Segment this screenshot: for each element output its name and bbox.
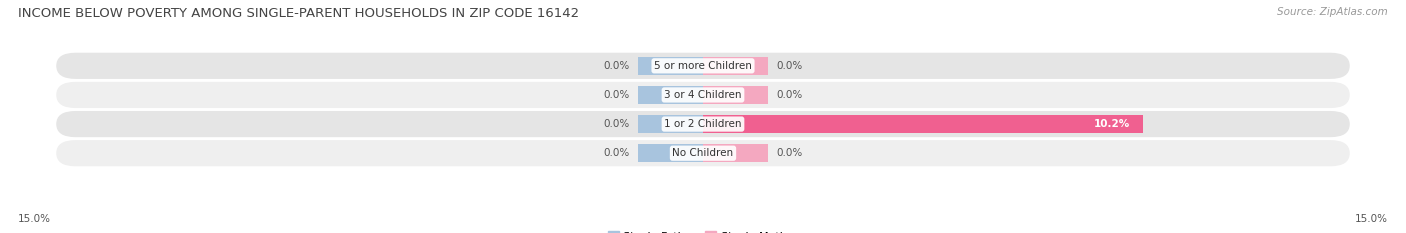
Text: 0.0%: 0.0% [603,61,630,71]
Bar [638,86,703,104]
Text: 1 or 2 Children: 1 or 2 Children [664,119,742,129]
FancyBboxPatch shape [56,140,1350,166]
Text: 15.0%: 15.0% [1355,214,1388,224]
Text: 0.0%: 0.0% [603,148,630,158]
Legend: Single Father, Single Mother: Single Father, Single Mother [603,227,803,233]
Bar [638,57,703,75]
FancyBboxPatch shape [56,111,1350,137]
Bar [703,57,768,75]
Text: 0.0%: 0.0% [776,148,803,158]
Text: 5 or more Children: 5 or more Children [654,61,752,71]
Bar [703,144,768,162]
Text: 15.0%: 15.0% [18,214,51,224]
Bar [638,115,703,133]
Text: 3 or 4 Children: 3 or 4 Children [664,90,742,100]
Text: 10.2%: 10.2% [1094,119,1130,129]
Text: 0.0%: 0.0% [776,61,803,71]
Text: No Children: No Children [672,148,734,158]
Text: INCOME BELOW POVERTY AMONG SINGLE-PARENT HOUSEHOLDS IN ZIP CODE 16142: INCOME BELOW POVERTY AMONG SINGLE-PARENT… [18,7,579,20]
Bar [703,115,1143,133]
Bar [703,86,768,104]
FancyBboxPatch shape [56,82,1350,108]
FancyBboxPatch shape [56,53,1350,79]
Text: 0.0%: 0.0% [603,90,630,100]
Text: 0.0%: 0.0% [603,119,630,129]
Text: Source: ZipAtlas.com: Source: ZipAtlas.com [1277,7,1388,17]
Bar [638,144,703,162]
Text: 0.0%: 0.0% [776,90,803,100]
